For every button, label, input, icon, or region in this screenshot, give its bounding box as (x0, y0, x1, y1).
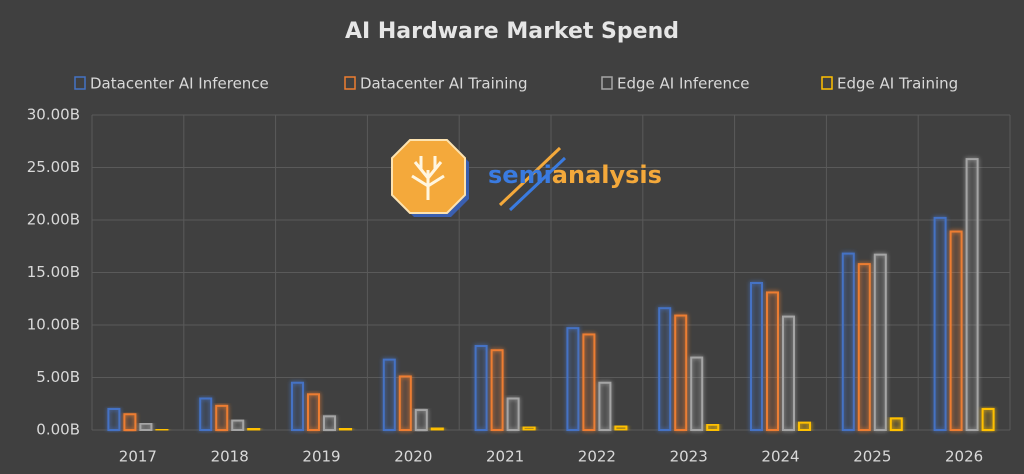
bar (307, 393, 320, 431)
bar (398, 375, 412, 432)
legend-label: Edge AI Training (837, 75, 958, 93)
bar (690, 356, 704, 431)
bar (566, 327, 580, 431)
y-tick-label: 15.00B (27, 263, 80, 281)
y-tick-label: 20.00B (27, 211, 80, 229)
y-tick-label: 5.00B (36, 368, 80, 386)
bar (155, 428, 169, 432)
bar (522, 425, 536, 432)
bar (933, 216, 947, 431)
bar (598, 381, 612, 431)
bar (658, 307, 672, 432)
y-tick-label: 0.00B (36, 421, 80, 439)
bar (706, 423, 720, 431)
bar (139, 422, 153, 432)
bar (430, 426, 444, 431)
legend-swatch (821, 76, 833, 90)
bar (750, 282, 763, 431)
bar (107, 408, 121, 431)
x-tick-label: 2024 (761, 448, 799, 466)
bar (582, 333, 596, 432)
bar (965, 158, 979, 431)
x-tick-label: 2026 (945, 448, 983, 466)
bar (674, 314, 688, 431)
chart-title: AI Hardware Market Spend (345, 19, 679, 44)
watermark-part: semi (488, 161, 552, 189)
x-tick-label: 2017 (119, 448, 157, 466)
bar (323, 415, 336, 432)
watermark: semianalysis (488, 161, 662, 189)
bar (857, 263, 871, 431)
legend-swatch (601, 76, 613, 90)
bar (123, 413, 137, 431)
bar (782, 315, 795, 432)
x-tick-label: 2021 (486, 448, 524, 466)
x-tick-label: 2020 (394, 448, 432, 466)
bar (231, 419, 245, 431)
x-tick-label: 2019 (302, 448, 340, 466)
bar (873, 253, 887, 431)
x-tick-label: 2023 (670, 448, 708, 466)
legend-swatch (344, 76, 356, 90)
bar (889, 417, 903, 432)
y-tick-label: 25.00B (27, 158, 80, 176)
watermark-part: analysis (552, 161, 662, 189)
bar (798, 421, 811, 431)
legend-label: Datacenter AI Inference (90, 75, 269, 93)
bar (199, 397, 213, 431)
bar (247, 427, 261, 431)
bar (414, 409, 428, 431)
y-tick-label: 30.00B (27, 106, 80, 124)
x-tick-label: 2025 (853, 448, 891, 466)
bar (614, 425, 628, 432)
x-tick-label: 2022 (578, 448, 616, 466)
bar (474, 345, 488, 431)
bar (339, 427, 352, 431)
bar (382, 358, 396, 431)
bar (766, 291, 779, 432)
bar (291, 381, 304, 431)
y-tick-label: 10.00B (27, 316, 80, 334)
legend-swatch (74, 76, 86, 90)
x-tick-label: 2018 (211, 448, 249, 466)
legend-label: Edge AI Inference (617, 75, 749, 93)
legend-label: Datacenter AI Training (360, 75, 527, 93)
bar (506, 397, 520, 431)
bar (490, 349, 504, 432)
bar (215, 404, 229, 432)
logo: semianalysis (391, 139, 662, 217)
bar (949, 230, 963, 431)
bar (841, 252, 855, 431)
bar (981, 408, 995, 431)
